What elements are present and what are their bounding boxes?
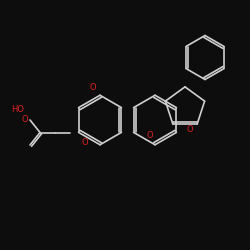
Text: O: O [82, 138, 88, 147]
Text: HO: HO [11, 106, 24, 114]
Text: O: O [187, 126, 193, 134]
Text: O: O [22, 116, 28, 124]
Text: O: O [147, 130, 153, 140]
Text: O: O [89, 83, 96, 92]
